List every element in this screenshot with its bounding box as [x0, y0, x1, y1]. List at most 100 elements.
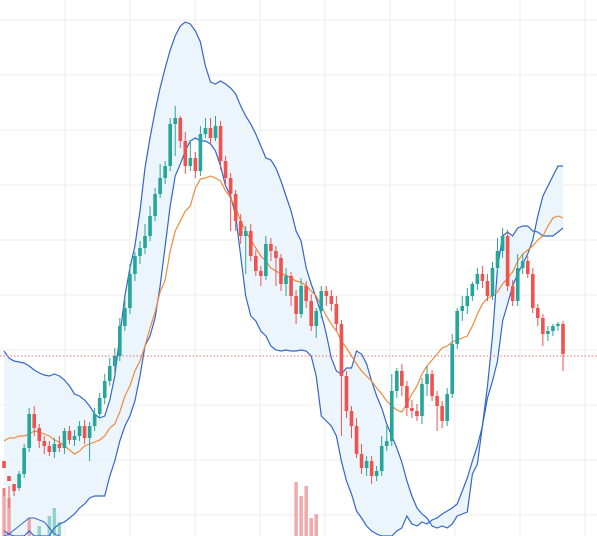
candle-body-84	[425, 374, 429, 384]
candle-body-27	[138, 248, 142, 256]
candle-body-70	[354, 426, 359, 454]
candle-body-20	[102, 381, 107, 398]
candle-body-86	[435, 396, 439, 406]
candle-body-104	[525, 261, 530, 274]
candle-body-31	[158, 178, 162, 194]
volume-bar-4	[47, 516, 52, 536]
candle-body-80	[405, 386, 409, 408]
candle-body-97	[490, 268, 495, 296]
candle-body-19	[97, 398, 102, 414]
bollinger-middle-line	[3, 175, 564, 455]
candle-body-6	[32, 414, 37, 428]
candle-body-103	[520, 261, 525, 268]
candle-body-71	[359, 454, 364, 468]
candle-body-76	[384, 441, 389, 446]
candle-body-40	[203, 128, 208, 134]
candle-body-94	[475, 274, 480, 284]
candle-body-65	[329, 296, 334, 304]
candle-body-109	[551, 326, 555, 331]
candle-body-90	[455, 311, 460, 344]
candle-body-0	[2, 461, 6, 468]
candle-body-108	[546, 331, 550, 334]
candle-body-75	[379, 446, 384, 471]
candle-body-53	[269, 244, 273, 251]
candle-body-92	[465, 296, 470, 306]
candle-body-37	[188, 158, 193, 166]
volume-bar-1	[7, 498, 11, 536]
candle-body-11	[57, 444, 62, 448]
candle-body-82	[415, 411, 419, 416]
volume-bar-6	[57, 522, 62, 536]
candle-body-101	[510, 286, 515, 301]
candle-body-21	[107, 366, 112, 381]
candle-body-5	[27, 414, 31, 448]
candle-body-95	[480, 274, 485, 281]
candle-body-73	[369, 461, 374, 476]
candle-body-57	[289, 276, 293, 296]
bollinger-upper-line	[3, 21, 564, 529]
candle-body-72	[364, 461, 369, 468]
candle-body-16	[82, 426, 87, 438]
candle-body-63	[319, 291, 324, 311]
candle-body-54	[274, 251, 278, 258]
candle-body-58	[294, 296, 298, 314]
candle-body-98	[495, 251, 500, 268]
volume-bar-11	[314, 514, 318, 536]
candle-body-69	[349, 411, 354, 426]
volume-bar-2	[27, 518, 31, 536]
candle-body-45	[228, 178, 233, 194]
candle-body-56	[284, 276, 288, 284]
candle-body-43	[218, 126, 223, 161]
candle-body-68	[344, 376, 349, 411]
candle-body-85	[430, 374, 434, 396]
candle-body-36	[183, 141, 188, 166]
candle-body-79	[400, 371, 404, 386]
candle-body-8	[42, 441, 47, 446]
candle-body-64	[324, 291, 329, 296]
candle-body-3	[17, 474, 21, 488]
volume-bar-0	[2, 488, 6, 536]
candle-body-4	[22, 448, 26, 474]
candle-body-15	[77, 426, 82, 436]
candle-body-23	[118, 326, 122, 356]
candle-body-89	[450, 344, 455, 394]
candle-body-1	[7, 476, 11, 481]
candle-body-28	[143, 236, 147, 248]
candle-body-96	[485, 281, 490, 296]
candle-body-93	[470, 284, 475, 296]
candle-body-18	[92, 414, 97, 426]
candle-body-44	[223, 161, 228, 178]
candle-body-67	[339, 324, 344, 376]
volume-bar-3	[37, 526, 42, 536]
candle-body-25	[128, 274, 132, 308]
bollinger-lower-line	[3, 137, 563, 536]
candle-body-61	[309, 301, 314, 326]
candle-body-83	[420, 384, 424, 416]
candle-body-14	[72, 436, 77, 440]
candle-body-91	[460, 306, 465, 311]
candle-body-59	[299, 286, 303, 314]
candle-body-26	[133, 256, 137, 274]
candle-body-7	[37, 428, 42, 441]
candle-body-39	[198, 134, 203, 171]
candle-body-38	[193, 158, 198, 171]
candle-body-106	[536, 308, 540, 318]
volume-bar-8	[299, 496, 303, 536]
candle-body-34	[173, 118, 178, 124]
candle-body-24	[123, 308, 127, 326]
candle-body-17	[87, 426, 92, 438]
candle-body-42	[213, 126, 218, 138]
candle-body-9	[47, 446, 52, 452]
candle-body-100	[505, 236, 510, 286]
candle-body-60	[304, 286, 308, 301]
candle-body-105	[530, 274, 535, 308]
candle-body-13	[67, 431, 72, 440]
candle-body-29	[148, 216, 152, 236]
candle-body-12	[62, 431, 67, 448]
candle-body-111	[561, 324, 565, 354]
candle-body-110	[556, 324, 560, 326]
candle-body-32	[163, 166, 167, 178]
candle-body-41	[208, 128, 213, 138]
